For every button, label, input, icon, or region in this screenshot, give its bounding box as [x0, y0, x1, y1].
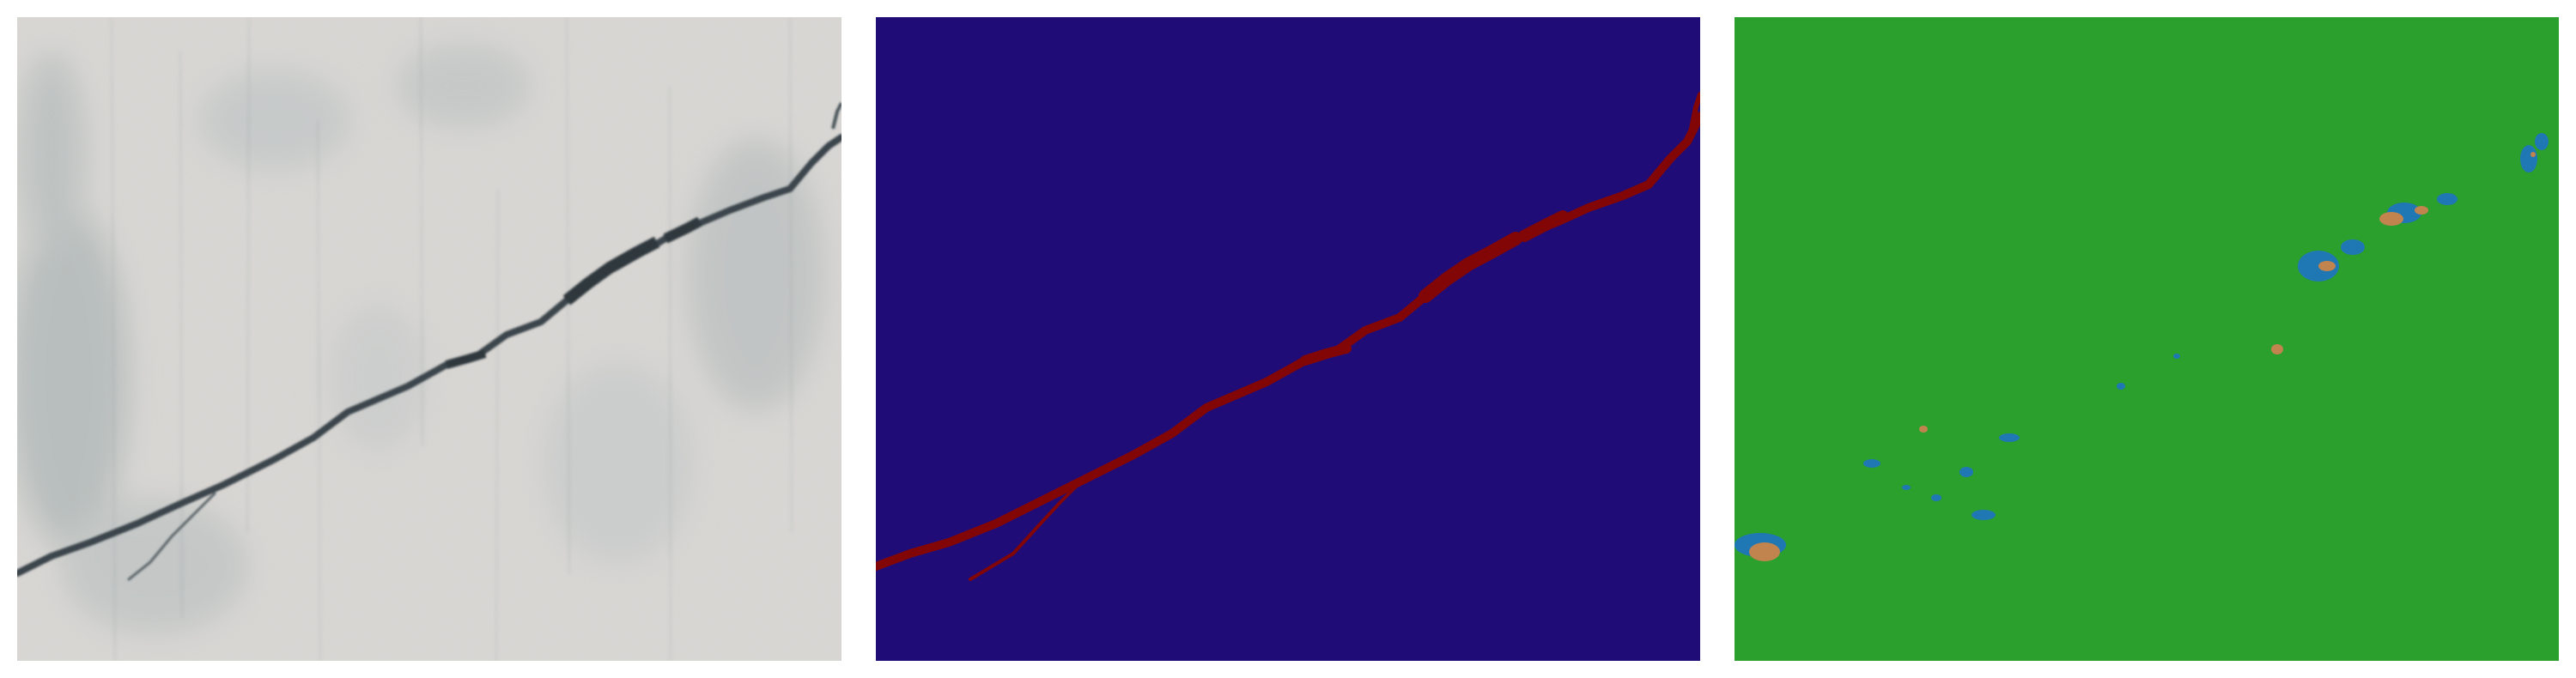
concrete-crack-photo: [17, 17, 841, 661]
mask-crack: [876, 92, 1700, 581]
crack-mask-panel: [876, 17, 1700, 661]
crack-mask: [876, 17, 1700, 661]
prediction-background: [1735, 17, 2559, 661]
prediction-map-panel: [1735, 17, 2559, 661]
prediction-map: [1735, 17, 2559, 661]
crack: [17, 102, 841, 581]
mask-background: [876, 17, 1700, 661]
concrete-crack-photo-panel: [17, 17, 841, 661]
surface-stains: [17, 43, 824, 635]
prediction-class-b: [1749, 152, 2536, 561]
